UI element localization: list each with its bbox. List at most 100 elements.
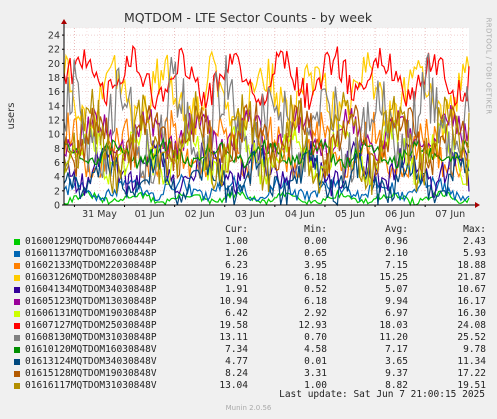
legend-series-name: 01613124MQTDOM34030848V [25, 356, 157, 367]
legend-series-name: 01605123MQTDOM13030848P [25, 296, 157, 307]
y-tick-label: 22 [48, 45, 60, 56]
legend-cur: 19.16 [219, 272, 248, 283]
legend-swatch [14, 311, 20, 317]
legend-avg: 0.96 [385, 236, 408, 247]
y-axis-label: users [6, 102, 17, 129]
series-line [63, 50, 470, 144]
legend-series-name: 01603126MQTDOM28030848P [25, 272, 157, 283]
legend-series-name: 01604134MQTDOM34030848P [25, 284, 157, 295]
legend-series-name: 01600129MQTDOM07060444P [25, 236, 157, 247]
legend-swatch [14, 275, 20, 281]
legend-avg: 6.97 [385, 308, 408, 319]
legend-min: 12.93 [298, 320, 327, 331]
legend-max: 18.88 [457, 260, 486, 271]
legend-max: 25.52 [457, 332, 486, 343]
legend-cur: 13.11 [219, 332, 248, 343]
legend-row: 01606131MQTDOM19030848P 6.42 2.92 6.97 16.30 [0, 308, 497, 320]
legend-row: 01607127MQTDOM25030848P 19.58 12.93 18.03 24… [0, 320, 497, 332]
legend-min: 6.18 [304, 272, 327, 283]
legend-swatch [14, 359, 20, 365]
y-tick-label: 14 [48, 101, 60, 112]
x-tick-label: 06 Jun [385, 209, 415, 220]
legend-max: 9.78 [463, 344, 486, 355]
y-tick-label: 10 [48, 130, 60, 141]
y-tick-label: 24 [48, 31, 60, 42]
legend-swatch [14, 239, 20, 245]
legend-row: 01600129MQTDOM07060444P 1.00 0.00 0.96 2.43 [0, 236, 497, 248]
legend-cur: 10.94 [219, 296, 248, 307]
legend-row: 01615128MQTDOM19030848V 8.24 3.31 9.37 17.22 [0, 368, 497, 380]
y-axis-arrow [61, 19, 67, 24]
legend-swatch [14, 383, 20, 389]
legend-series-name: 01607127MQTDOM25030848P [25, 320, 157, 331]
legend-min: 4.58 [304, 344, 327, 355]
x-tick-label: 03 Jun [235, 209, 265, 220]
legend-row: 01601137MQTDOM16030848P 1.26 0.65 2.10 5.93 [0, 248, 497, 260]
series-line [63, 53, 470, 187]
legend-series-name: 01606131MQTDOM19030848P [25, 308, 157, 319]
x-tick-label: 02 Jun [185, 209, 215, 220]
legend-min: 0.52 [304, 284, 327, 295]
legend-cur: 1.91 [225, 284, 248, 295]
legend-swatch [14, 299, 20, 305]
x-tick-label: 31 May [82, 209, 117, 220]
legend-avg: 18.03 [379, 320, 408, 331]
legend-swatch [14, 251, 20, 257]
legend-row: 01613124MQTDOM34030848V 4.77 0.01 3.65 11.34 [0, 356, 497, 368]
y-tick-label: 20 [48, 59, 60, 70]
y-tick-label: 4 [54, 172, 60, 183]
legend-series-name: 01608130MQTDOM31030848P [25, 332, 157, 343]
legend-max: 2.43 [463, 236, 486, 247]
chart-title: MQTDOM - LTE Sector Counts - by week [124, 10, 373, 25]
legend-min: 6.18 [304, 296, 327, 307]
legend-max: 19.51 [457, 380, 486, 391]
x-tick-label: 01 Jun [135, 209, 165, 220]
x-tick-label: 04 Jun [285, 209, 315, 220]
legend-row: 01616117MQTDOM31030848V 13.04 1.00 8.82 19.5… [0, 380, 497, 392]
legend-row: 01604134MQTDOM34030848P 1.91 0.52 5.07 10.67 [0, 284, 497, 296]
legend-avg: 8.82 [385, 380, 408, 391]
legend-avg: 5.07 [385, 284, 408, 295]
legend-avg: 2.10 [385, 248, 408, 259]
legend-row: 01608130MQTDOM31030848P 13.11 0.70 11.20 25.… [0, 332, 497, 344]
legend-max: 21.87 [457, 272, 486, 283]
rrdtool-credit: RRDTOOL / TOBI OETIKER [484, 17, 493, 115]
legend-avg: 15.25 [379, 272, 408, 283]
x-tick-label: 05 Jun [335, 209, 365, 220]
y-tick-label: 18 [48, 73, 60, 84]
series-line [63, 97, 470, 180]
y-tick-label: 2 [54, 186, 60, 197]
legend-min: 0.00 [304, 236, 327, 247]
legend-min: 3.95 [304, 260, 327, 271]
legend-header-max: Max: [463, 224, 486, 235]
legend-row: 01603126MQTDOM28030848P 19.16 6.18 15.25 21.… [0, 272, 497, 284]
legend-series-name: 01610120MQTDOM16030848V [25, 344, 157, 355]
legend-avg: 7.17 [385, 344, 408, 355]
legend-swatch [14, 323, 20, 329]
legend-cur: 13.04 [219, 380, 248, 391]
last-update: Last update: Sat Jun 7 21:00:15 2025 [279, 389, 485, 400]
legend-avg: 7.15 [385, 260, 408, 271]
legend-header-avg: Avg: [385, 224, 408, 235]
y-tick-label: 12 [48, 116, 60, 127]
y-tick-label: 6 [54, 158, 60, 169]
series-line [63, 189, 470, 207]
legend-swatch [14, 347, 20, 353]
legend-max: 5.93 [463, 248, 486, 259]
legend-max: 16.30 [457, 308, 486, 319]
legend-min: 2.92 [304, 308, 327, 319]
legend-row: 01605123MQTDOM13030848P 10.94 6.18 9.94 16.1… [0, 296, 497, 308]
legend-series-name: 01602133MQTDOM22030848P [25, 260, 157, 271]
legend-max: 11.34 [457, 356, 486, 367]
legend-row: 01602133MQTDOM22030848P 6.23 3.95 7.15 18.88 [0, 260, 497, 272]
legend-series-name: 01615128MQTDOM19030848V [25, 368, 157, 379]
legend-avg: 9.94 [385, 296, 408, 307]
legend-cur: 1.00 [225, 236, 248, 247]
y-tick-label: 0 [54, 201, 60, 212]
legend-swatch [14, 263, 20, 269]
legend-cur: 7.34 [225, 344, 248, 355]
legend-min: 1.00 [304, 380, 327, 391]
legend-max: 24.08 [457, 320, 486, 331]
